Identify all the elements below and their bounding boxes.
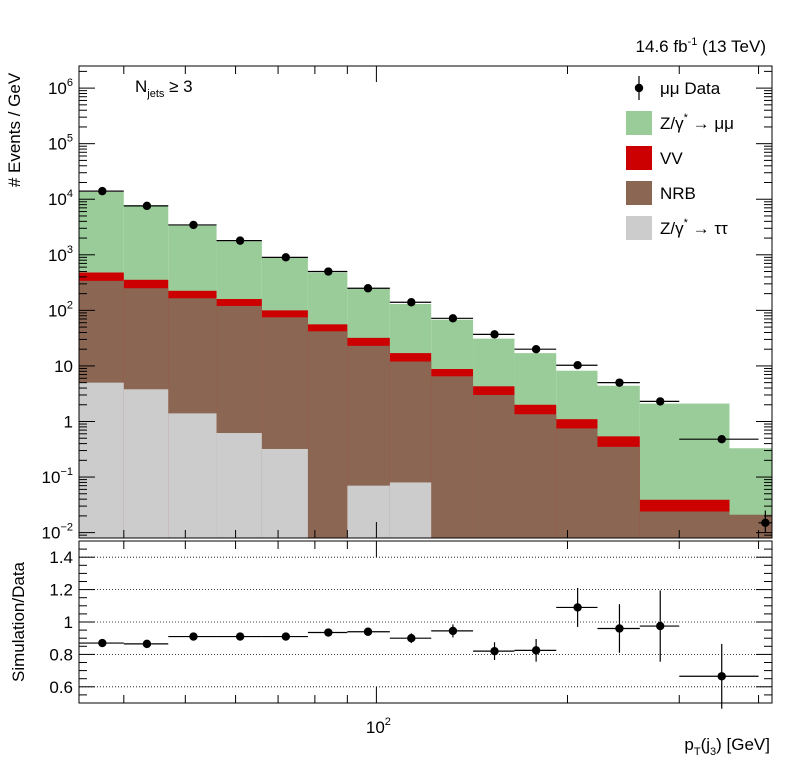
ratio-point	[235, 632, 245, 641]
ztt-bar	[123, 389, 169, 538]
ratio-point	[324, 628, 333, 637]
y-tick-label: 1	[64, 412, 73, 431]
y-tick-label: 103	[48, 244, 73, 265]
data-point	[235, 236, 245, 245]
legend-swatch	[626, 216, 652, 240]
ratio-point	[717, 672, 726, 681]
ratio-frame	[78, 540, 773, 704]
ztt-bar	[389, 482, 432, 538]
y-tick-label: 104	[48, 188, 73, 209]
ratio-point	[448, 626, 458, 636]
nrb-bar	[431, 376, 474, 538]
data-point	[448, 314, 458, 323]
nrb-bar	[307, 331, 348, 538]
ratio-y-tick-label: 1	[64, 613, 73, 632]
ratio-point	[615, 624, 624, 633]
y-tick-label: 10−1	[42, 466, 73, 487]
ratio-panel: 0.6 0.8 1 1.2 1.4 102 Simulation/Data	[9, 540, 773, 737]
data-point	[98, 186, 107, 196]
legend-marker	[634, 83, 644, 93]
x-axis-label: pT(j3) [GeV]	[684, 735, 770, 758]
legend: μμ Data Z/γ* → μμ VV NRB Z/γ* → ττ	[626, 76, 734, 240]
y-tick-label: 106	[48, 77, 73, 98]
ratio-gridlines	[79, 556, 772, 688]
x-tick-label: 102	[366, 716, 391, 737]
ratio-y-tick-label: 1.4	[49, 548, 73, 567]
y-tick-label: 10	[54, 357, 73, 376]
y-tick-label: 10−2	[42, 522, 73, 543]
ratio-y-tick-label: 0.6	[49, 678, 73, 697]
luminosity-label: 14.6 fb-1 (13 TeV)	[636, 36, 766, 56]
nrb-bar	[556, 428, 598, 538]
ratio-point	[531, 646, 541, 655]
ratio-axes: 0.6 0.8 1 1.2 1.4 102	[49, 540, 773, 737]
ratio-point	[573, 603, 582, 612]
ratio-point	[142, 639, 152, 649]
data-point	[407, 298, 416, 307]
data-point	[281, 253, 291, 262]
data-point	[142, 201, 152, 211]
main-y-axis-label: # Events / GeV	[5, 72, 24, 187]
ratio-point	[281, 632, 291, 641]
main-panel: 10−2 10−1 1 10 102 103 104 105 106 μμ Data Z/γ* →…	[5, 65, 773, 543]
y-tick-label: 105	[48, 133, 73, 154]
region-label: Njets ≥ 3	[135, 77, 193, 100]
data-point	[324, 267, 333, 276]
ratio-point	[189, 632, 198, 641]
nrb-bar	[473, 394, 515, 538]
ztt-bar	[347, 485, 390, 538]
data-point	[189, 220, 198, 230]
legend-swatch	[626, 111, 652, 135]
ratio-point	[363, 627, 373, 636]
data-point	[717, 435, 726, 444]
ratio-point	[407, 634, 416, 643]
data-point	[573, 361, 582, 370]
legend-label: Z/γ* → μμ	[660, 112, 734, 133]
main-axes: 10−2 10−1 1 10 102 103 104 105 106	[42, 65, 773, 543]
data-point	[363, 284, 373, 293]
data-point	[656, 397, 665, 406]
nrb-bar	[514, 414, 557, 538]
ratio-y-tick-label: 0.8	[49, 645, 73, 664]
ratio-points	[79, 587, 759, 709]
legend-label: Z/γ* → ττ	[660, 217, 728, 238]
ztt-bar	[261, 448, 308, 538]
data-points	[79, 186, 772, 533]
ztt-bar	[168, 413, 217, 538]
legend-label: NRB	[660, 184, 696, 203]
data-point	[615, 378, 624, 387]
legend-swatch	[626, 146, 652, 170]
stacked-histogram	[79, 191, 772, 538]
ztt-bar	[216, 433, 262, 538]
nrb-bar	[639, 511, 730, 538]
ratio-point	[656, 621, 665, 631]
y-tick-label: 102	[48, 299, 73, 320]
legend-label: μμ Data	[660, 79, 721, 98]
main-frame	[78, 65, 773, 539]
legend-swatch	[626, 181, 652, 205]
data-point	[761, 518, 770, 528]
data-point	[531, 345, 541, 354]
ratio-y-tick-label: 1.2	[49, 581, 73, 600]
nrb-bar	[597, 446, 640, 538]
data-point	[490, 330, 499, 339]
ratio-y-axis-label: Simulation/Data	[9, 561, 28, 682]
ratio-point	[98, 638, 107, 648]
legend-label: VV	[660, 149, 683, 168]
ratio-point	[490, 646, 499, 656]
